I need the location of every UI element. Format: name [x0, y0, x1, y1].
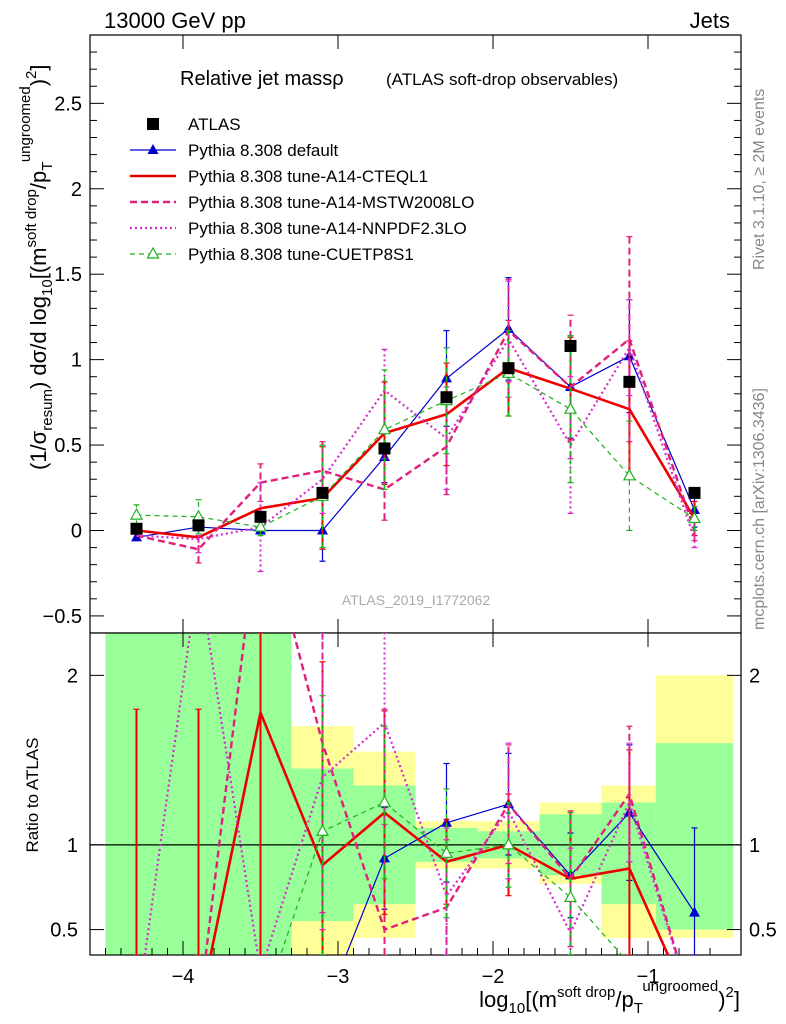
- main-mstw-line: [136, 329, 696, 551]
- main-cuetp8s1-marker: [687, 511, 702, 524]
- svg-text:log10[(msoft drop/pTungroomed): log10[(msoft drop/pTungroomed)2]: [479, 978, 740, 1017]
- ratio-cuetp8s1-line: [279, 801, 623, 955]
- ratio-nnpdf-line: [143, 633, 678, 955]
- header-right-label: Jets: [690, 8, 730, 33]
- x-tick-label: −4: [172, 966, 195, 988]
- ratio-cteql1-line: [209, 711, 670, 955]
- legend-default-label: Pythia 8.308 default: [188, 141, 339, 160]
- atlas-data-point: [688, 486, 701, 499]
- ratio-cuetp8s1-marker: [501, 837, 516, 850]
- y-tick-label: −0.5: [43, 606, 82, 628]
- legend-atlas-marker: [147, 118, 159, 130]
- x-tick-label: −3: [327, 966, 350, 988]
- rivet-version-label: Rivet 3.1.10, ≥ 2M events: [751, 89, 768, 270]
- main-series-group: [129, 236, 702, 573]
- ratio-default-line: [345, 803, 696, 955]
- header-left-label: 13000 GeV pp: [104, 8, 246, 33]
- ratio-cuetp8s1-marker: [315, 824, 330, 836]
- y-tick-label: 1: [71, 350, 82, 372]
- main-panel: −0.5 0 0.5 1 1.5 2 2.5 Relative jet massρ (ATL…: [43, 34, 742, 634]
- atlas-data-point: [623, 375, 636, 388]
- legend-atlas-label: ATLAS: [188, 115, 241, 134]
- ratio-y-tick-label: 0.5: [50, 920, 78, 942]
- ratio-panel: 0.5 0.5 1 1 2 2 −4 −3 −2 −1: [50, 632, 777, 988]
- ratio-y-tick-label-right: 0.5: [749, 920, 777, 942]
- ratio-cuetp8s1-marker: [624, 957, 635, 967]
- atlas-data-point: [502, 362, 515, 375]
- legend: ATLAS Pythia 8.308 default Pythia 8.308 tu…: [130, 115, 474, 264]
- ratio-y-tick-label: 1: [67, 835, 78, 857]
- ratio-cuetp8s1-marker: [439, 846, 454, 858]
- atlas-data-point: [564, 339, 577, 352]
- ratio-mstw-line: [204, 633, 679, 955]
- legend-nnpdf-label: Pythia 8.308 tune-A14-NNPDF2.3LO: [188, 219, 467, 238]
- legend-default-marker: [147, 144, 159, 154]
- ratio-y-tick-label: 2: [67, 665, 78, 687]
- legend-cuetp8s1-label: Pythia 8.308 tune-CUETP8S1: [188, 245, 414, 264]
- ratio-y-tick-label-right: 1: [749, 835, 760, 857]
- main-cuetp8s1-line: [136, 372, 695, 528]
- ratio-series-group: [133, 633, 700, 967]
- y-tick-label: 0: [71, 520, 82, 542]
- x-tick-label: −1: [637, 966, 660, 988]
- main-y-axis-label: (1/σresum) dσ/d log10[(msoft drop/pTungr…: [17, 64, 56, 470]
- svg-text:(1/σresum) dσ/d log10[(msoft d: (1/σresum) dσ/d log10[(msoft drop/pTungr…: [17, 64, 56, 470]
- main-cteql1-line: [136, 366, 696, 539]
- main-cuetp8s1-marker: [129, 507, 144, 520]
- y-tick-label: 0.5: [54, 435, 82, 457]
- mcplots-credit-label: mcplots.cern.ch [arXiv:1306.3436]: [751, 388, 768, 630]
- ratio-cuetp8s1-marker: [377, 795, 392, 808]
- main-cuetp8s1-marker: [377, 422, 392, 435]
- y-tick-label: 2.5: [54, 93, 82, 115]
- main-nnpdf-line: [136, 338, 696, 541]
- analysis-label: ATLAS_2019_I1772062: [342, 592, 491, 608]
- atlas-data-point: [378, 442, 391, 455]
- atlas-data-point: [130, 522, 143, 535]
- main-axes: −0.5 0 0.5 1 1.5 2 2.5: [43, 34, 742, 634]
- main-cuetp8s1-marker: [253, 519, 268, 532]
- legend-mstw-label: Pythia 8.308 tune-A14-MSTW2008LO: [188, 193, 474, 212]
- ratio-frame: [89, 632, 742, 956]
- main-title: Relative jet massρ: [180, 68, 344, 90]
- main-default-line: [136, 328, 696, 538]
- main-cuetp8s1-marker: [563, 401, 578, 414]
- ratio-default-marker: [689, 906, 700, 917]
- atlas-data-point: [254, 510, 267, 523]
- ratio-cuetp8s1-marker: [563, 890, 578, 902]
- atlas-data-point: [192, 519, 205, 532]
- y-tick-label: 2: [71, 179, 82, 201]
- atlas-data-point: [440, 391, 453, 404]
- ratio-y-axis-label: Ratio to ATLAS: [23, 738, 42, 853]
- main-subtitle: (ATLAS soft-drop observables): [386, 70, 618, 89]
- legend-cteql1-label: Pythia 8.308 tune-A14-CTEQL1: [188, 167, 428, 186]
- main-cuetp8s1-marker: [622, 468, 636, 481]
- x-axis-label: log10[(msoft drop/pTungroomed)2]: [479, 978, 740, 1017]
- atlas-data-point: [316, 486, 329, 499]
- ratio-y-tick-label-right: 2: [749, 665, 760, 687]
- legend-cuetp8s1-marker: [146, 246, 160, 259]
- x-tick-label: −2: [482, 966, 505, 988]
- y-tick-label: 1.5: [54, 264, 82, 286]
